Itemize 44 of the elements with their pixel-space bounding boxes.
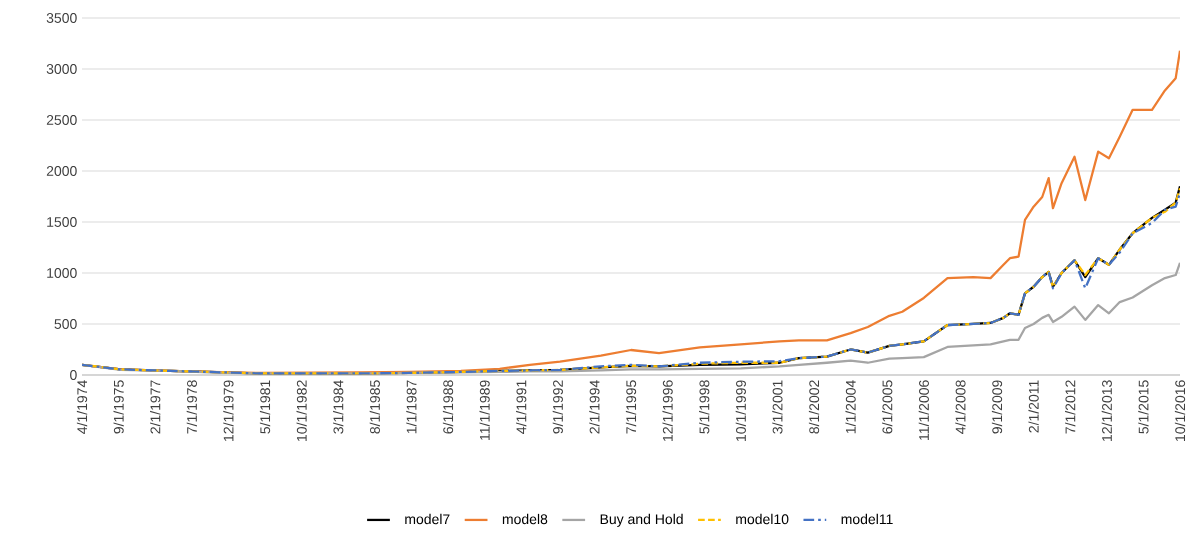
x-tick-label: 6/1/2005	[882, 380, 893, 434]
y-tick-label: 3000	[46, 64, 77, 74]
x-tick-label: 9/1/1975	[113, 380, 124, 434]
y-tick-label: 3500	[46, 13, 77, 23]
x-tick-label: 11/1/2006	[918, 380, 929, 440]
x-tick-label: 2/1/2011	[1028, 380, 1039, 433]
x-tick-label: 7/1/1978	[186, 380, 197, 434]
y-tick-label: 500	[54, 319, 77, 329]
x-tick-label: 3/1/2001	[772, 380, 783, 434]
x-tick-label: 2/1/1977	[150, 380, 161, 434]
x-tick-label: 12/1/1979	[223, 380, 234, 441]
x-tick-label: 4/1/1974	[76, 380, 88, 434]
x-tick-label: 2/1/1994	[589, 380, 600, 434]
legend-label: model11	[841, 513, 893, 525]
legend-label: model8	[502, 513, 548, 525]
x-tick-label: 10/1/2016	[1174, 380, 1186, 441]
x-tick-label: 7/1/1995	[625, 380, 637, 434]
x-tick-label: 1/1/2004	[845, 380, 856, 434]
x-tick-label: 7/1/2012	[1065, 380, 1076, 434]
y-tick-label: 0	[70, 370, 77, 380]
x-tick-label: 10/1/1999	[735, 380, 746, 441]
y-tick-label: 2000	[46, 166, 77, 176]
x-tick-label: 9/1/1992	[552, 380, 563, 434]
y-tick-label: 1000	[47, 268, 77, 278]
x-tick-label: 12/1/1996	[662, 380, 673, 441]
x-tick-label: 5/1/2015	[1138, 380, 1149, 434]
x-tick-label: 8/1/1985	[369, 380, 380, 434]
x-tick-label: 6/1/1988	[442, 380, 454, 434]
x-tick-label: 12/1/2013	[1101, 380, 1112, 441]
x-tick-label: 5/1/1981	[259, 380, 271, 434]
x-tick-label: 8/1/2002	[808, 380, 820, 434]
x-tick-label: 4/1/1991	[516, 380, 527, 434]
x-tick-label: 9/1/2009	[991, 380, 1003, 434]
x-tick-label: 1/1/1987	[406, 380, 417, 434]
legend-label: model7	[405, 513, 450, 525]
y-tick-label: 1500	[47, 217, 77, 227]
legend-label: Buy and Hold	[600, 513, 683, 527]
x-tick-label: 10/1/1982	[296, 380, 307, 441]
y-tick-label: 2500	[46, 115, 77, 125]
x-tick-label: 3/1/1984	[333, 380, 344, 434]
x-tick-label: 5/1/1998	[699, 380, 710, 434]
x-tick-label: 11/1/1989	[479, 380, 490, 440]
x-tick-label: 4/1/2008	[955, 380, 966, 434]
legend-label: model10	[736, 513, 789, 525]
